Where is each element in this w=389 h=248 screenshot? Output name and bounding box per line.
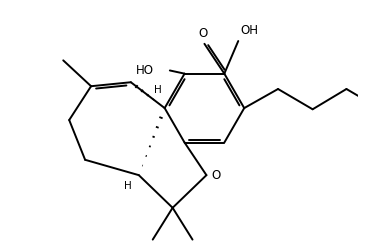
Text: HO: HO xyxy=(136,64,154,77)
Text: OH: OH xyxy=(240,24,258,37)
Text: O: O xyxy=(198,27,207,40)
Text: H: H xyxy=(124,181,131,191)
Text: H: H xyxy=(154,85,161,95)
Text: O: O xyxy=(212,169,221,183)
